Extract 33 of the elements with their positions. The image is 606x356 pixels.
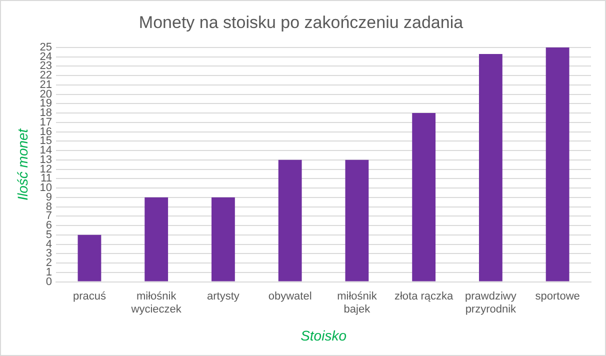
bar <box>478 54 502 282</box>
y-tick-label: 15 <box>40 135 52 148</box>
y-tick-label: 0 <box>46 276 52 288</box>
y-axis-title: Ilość monet <box>14 128 30 200</box>
y-tick-label: 7 <box>46 210 52 222</box>
x-tick-label: pracuś <box>72 290 106 302</box>
x-axis-title: Stoisko <box>300 327 347 344</box>
chart-title: Monety na stoisku po zakończeniu zadania <box>138 12 464 32</box>
bar <box>412 113 436 282</box>
y-tick-label: 4 <box>46 238 52 250</box>
x-tick-label: prawdziwy przyrodnik <box>465 290 517 316</box>
bar <box>144 197 168 282</box>
x-tick-label: obywatel <box>268 290 312 302</box>
y-tick-label: 20 <box>40 88 52 100</box>
bar <box>278 160 302 282</box>
bar <box>212 197 235 282</box>
x-tick-label: złota rączka <box>394 290 454 302</box>
bar <box>546 47 570 282</box>
bar <box>78 234 102 282</box>
y-tick-label: 12 <box>40 163 52 176</box>
y-tick-label: 19 <box>40 98 52 110</box>
x-tick-label: miłośnik bajek <box>337 290 378 316</box>
bar <box>345 160 369 282</box>
y-tick-label: 11 <box>40 172 52 185</box>
y-tick-label: 25 <box>40 41 52 54</box>
y-tick-label: 8 <box>46 200 52 213</box>
y-tick-label: 23 <box>40 60 52 72</box>
x-tick-label: artysty <box>207 290 240 302</box>
y-tick-label: 24 <box>40 50 52 63</box>
x-tick-label: miłośnik wycieczek <box>130 290 182 316</box>
y-tick-label: 3 <box>46 248 52 260</box>
y-tick-label: 16 <box>40 126 52 138</box>
x-tick-label: sportowe <box>535 290 580 302</box>
